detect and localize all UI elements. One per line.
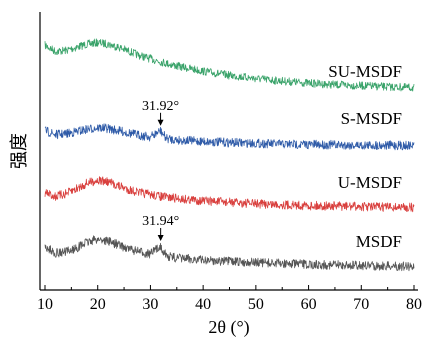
peak-arrow-head-2 — [157, 235, 164, 241]
series-label-msdf: MSDF — [356, 232, 402, 251]
series-label-u-msdf: U-MSDF — [338, 173, 402, 192]
peak-label-2: 31.94° — [142, 214, 179, 229]
series-line-s-msdf — [44, 123, 415, 151]
series-labels: SU-MSDF S-MSDF U-MSDF MSDF — [328, 62, 402, 251]
x-tick-label-10: 10 — [37, 296, 53, 313]
x-tick-label-80: 80 — [406, 296, 422, 313]
peak-label-1: 31.92° — [142, 99, 179, 114]
plot-lines — [44, 38, 415, 272]
x-tick-label-20: 20 — [90, 296, 106, 313]
series-line-su-msdf — [44, 38, 415, 92]
series-label-su-msdf: SU-MSDF — [328, 62, 402, 81]
annotations: 31.92° 31.94° — [142, 99, 179, 241]
series-label-s-msdf: S-MSDF — [341, 109, 402, 128]
x-tick-label-70: 70 — [353, 296, 369, 313]
x-tick-label-60: 60 — [301, 296, 317, 313]
x-axis-label: 2θ (°) — [208, 317, 249, 338]
series-line-u-msdf — [44, 176, 415, 213]
series-line-msdf — [44, 235, 415, 272]
x-tick-label-50: 50 — [248, 296, 264, 313]
x-ticks: 10 20 30 40 50 60 70 80 — [37, 285, 422, 313]
x-tick-label-40: 40 — [195, 296, 211, 313]
x-tick-label-30: 30 — [142, 296, 158, 313]
peak-arrow-head-1 — [157, 119, 164, 126]
y-axis-label: 强度 — [9, 133, 30, 169]
